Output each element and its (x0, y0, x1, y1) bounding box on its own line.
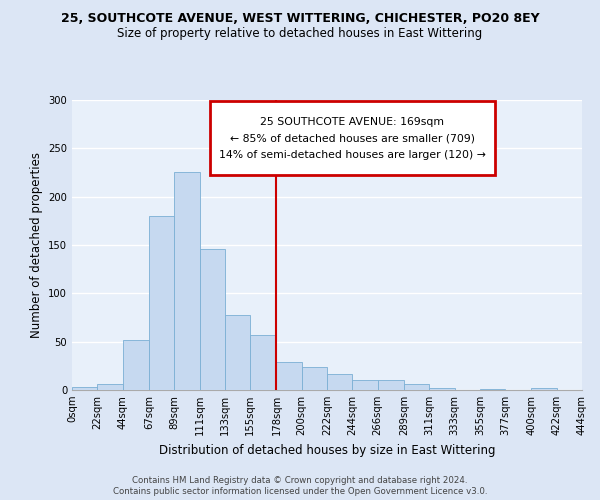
Bar (352, 380, 377, 390)
Bar (97, 384, 122, 390)
Bar (429, 388, 455, 390)
Text: Contains HM Land Registry data © Crown copyright and database right 2024.: Contains HM Land Registry data © Crown c… (132, 476, 468, 485)
Bar (582, 389, 600, 390)
Bar (149, 216, 174, 390)
Text: Contains public sector information licensed under the Open Government Licence v3: Contains public sector information licen… (113, 487, 487, 496)
Bar (199, 249, 225, 390)
Text: Size of property relative to detached houses in East Wittering: Size of property relative to detached ho… (118, 28, 482, 40)
X-axis label: Distribution of detached houses by size in East Wittering: Distribution of detached houses by size … (159, 444, 495, 456)
FancyBboxPatch shape (210, 102, 496, 176)
Bar (302, 367, 327, 390)
Bar (250, 335, 277, 390)
Bar (404, 384, 429, 390)
Bar (480, 389, 505, 390)
Bar (225, 314, 250, 390)
Y-axis label: Number of detached properties: Number of detached properties (29, 152, 43, 338)
Text: 25 SOUTHCOTE AVENUE: 169sqm
← 85% of detached houses are smaller (709)
14% of se: 25 SOUTHCOTE AVENUE: 169sqm ← 85% of det… (219, 117, 486, 160)
Bar (327, 374, 352, 390)
Text: 25, SOUTHCOTE AVENUE, WEST WITTERING, CHICHESTER, PO20 8EY: 25, SOUTHCOTE AVENUE, WEST WITTERING, CH… (61, 12, 539, 26)
Bar (122, 340, 149, 390)
Bar (532, 388, 557, 390)
Bar (277, 362, 302, 390)
Bar (72, 387, 97, 390)
Bar (377, 380, 404, 390)
Bar (174, 172, 199, 390)
